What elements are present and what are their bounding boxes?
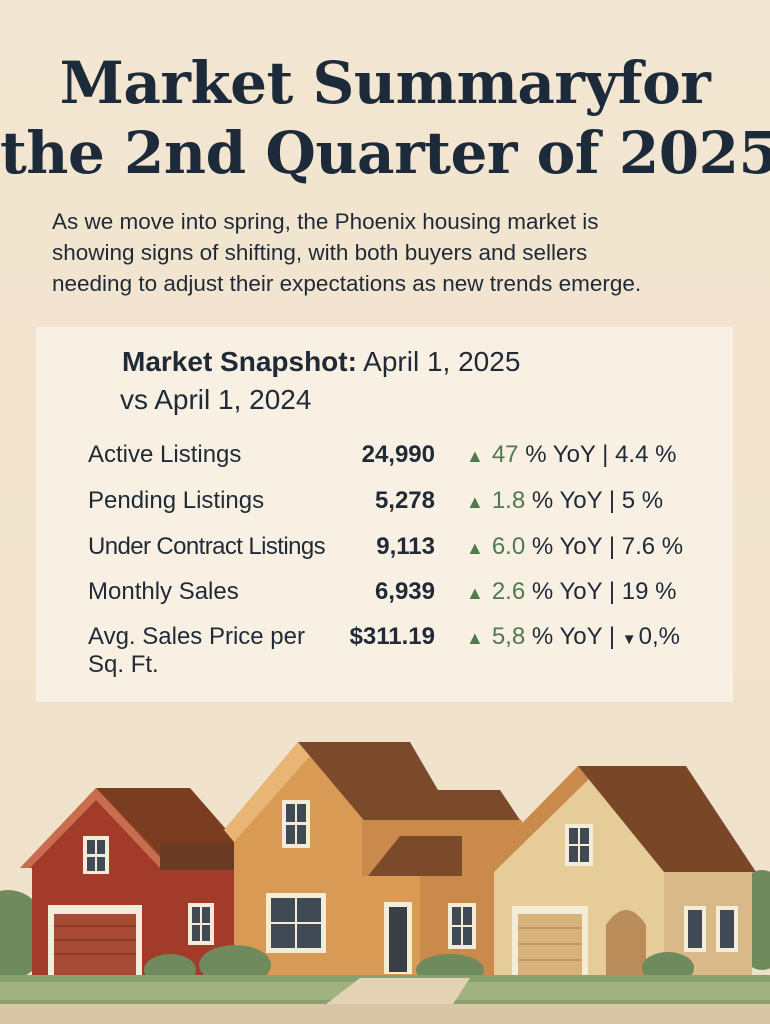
stat-change-pct: 5,8 — [491, 623, 526, 650]
stat-change-suffix: % YoY | 5 % — [531, 487, 664, 514]
snapshot-heading: Market Snapshot: April 1, 2025 vs April … — [120, 343, 521, 419]
snapshot-heading-compare: vs April 1, 2024 — [120, 384, 312, 415]
stat-row-under-contract: Under Contract Listings 9,113 ▲ 6.0 % YoY… — [36, 533, 733, 579]
triangle-up-icon: ▲ — [466, 628, 484, 648]
triangle-up-icon: ▲ — [466, 446, 484, 466]
stat-change: ▲ 47 % YoY | 4.4 % — [466, 441, 676, 469]
stat-row-monthly-sales: Monthly Sales 6,939 ▲ 2.6 % YoY | 19 % — [36, 578, 733, 624]
stat-change-suffix: % YoY | 19 % — [531, 578, 677, 605]
intro-line-2: showing signs of shifting, with both buy… — [52, 240, 588, 265]
stat-change: ▲ 6.0 % YoY | 7.6 % — [466, 533, 683, 561]
stat-row-price-per-sqft: Avg. Sales Price per Sq. Ft. $311.19 ▲ 5,… — [36, 623, 733, 687]
red-house-icon — [20, 788, 240, 977]
stat-change-pct: 1.8 — [491, 487, 526, 514]
stat-label: Pending Listings — [88, 487, 265, 514]
stat-label: Under Contract Listings — [88, 533, 326, 560]
triangle-down-icon: ▼ — [621, 631, 637, 648]
stat-label: Monthly Sales — [88, 578, 239, 605]
stat-change-suffix: % YoY | 4.4 % — [525, 441, 677, 468]
stat-label-continued: Sq. Ft. — [88, 651, 159, 678]
stat-change-suffix: % YoY | 7.6 % — [531, 533, 684, 560]
snapshot-heading-label: Market Snapshot: — [122, 346, 357, 377]
beige-house-icon — [482, 766, 756, 978]
stat-change-suffix: % YoY | — [531, 623, 616, 650]
stat-value: $311.19 — [349, 623, 435, 650]
stat-value: 24,990 — [361, 441, 435, 468]
stat-change: ▲ 2.6 % YoY | 19 % — [466, 578, 676, 606]
intro-line-1: As we move into spring, the Phoenix hous… — [52, 209, 599, 234]
market-snapshot-panel: Market Snapshot: April 1, 2025 vs April … — [36, 327, 733, 702]
stat-change: ▲ 1.8 % YoY | 5 % — [466, 487, 663, 515]
stat-change-pct: 47 — [491, 441, 519, 468]
stat-row-active-listings: Active Listings 24,990 ▲ 47 % YoY | 4.4 % — [36, 441, 733, 487]
triangle-up-icon: ▲ — [466, 538, 484, 558]
stat-change-down: 0,% — [638, 623, 680, 650]
stat-row-pending-listings: Pending Listings 5,278 ▲ 1.8 % YoY | 5 % — [36, 487, 733, 533]
stat-change-pct: 6.0 — [491, 533, 526, 560]
intro-paragraph: As we move into spring, the Phoenix hous… — [52, 206, 762, 299]
stat-value: 9,113 — [376, 533, 435, 560]
snapshot-heading-date: April 1, 2025 — [363, 346, 521, 377]
stat-label: Active Listings — [88, 441, 242, 468]
stat-change: ▲ 5,8 % YoY | ▼0,% — [466, 623, 680, 651]
intro-line-3: needing to adjust their expectations as … — [52, 271, 642, 296]
orange-house-icon — [224, 742, 522, 978]
stat-value: 6,939 — [374, 578, 435, 605]
page-title: Market Summaryfor the 2nd Quarter of 202… — [0, 48, 770, 188]
triangle-up-icon: ▲ — [466, 583, 484, 603]
triangle-up-icon: ▲ — [466, 492, 484, 512]
title-line-2: the 2nd Quarter of 2025 — [0, 119, 770, 187]
stat-label: Avg. Sales Price per — [88, 623, 305, 650]
houses-illustration — [0, 742, 770, 1024]
stat-value: 5,278 — [374, 487, 435, 514]
title-line-1: Market Summaryfor — [59, 49, 711, 117]
stat-change-pct: 2.6 — [491, 578, 526, 605]
